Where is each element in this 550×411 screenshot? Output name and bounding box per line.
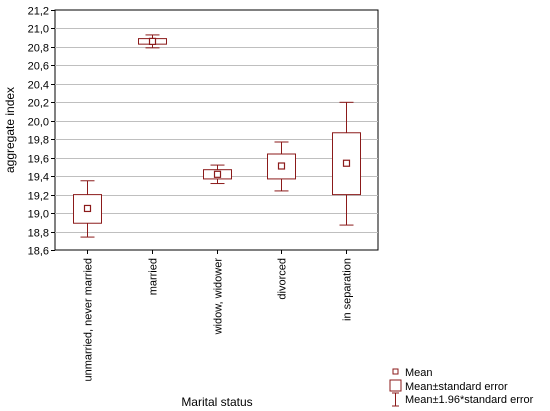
y-tick-label: 19,8 [28, 135, 49, 147]
legend-se-label: Mean±standard error [405, 381, 508, 393]
y-tick-label: 19,6 [28, 154, 49, 166]
mean-marker [148, 37, 157, 45]
data-series [73, 34, 361, 238]
x-tick-label: divorced [277, 258, 289, 300]
x-tick-label: married [148, 258, 160, 295]
legend: Mean Mean±standard error Mean±1.96*stand… [389, 367, 534, 407]
y-axis-label: aggregate index [3, 87, 17, 173]
mean-marker [83, 204, 92, 213]
y-axis-ticks: 18,6 18,8 19,0 19,2 19,4 19,6 19,8 20,0 20,2 20,4… [28, 6, 55, 258]
x-tick-label: in separation [342, 258, 354, 321]
grid-lines [55, 28, 378, 233]
mean-marker [213, 170, 222, 178]
plot-area [54, 9, 379, 251]
y-tick-label: 18,6 [28, 246, 49, 258]
x-tick-label: unmarried, never married [83, 258, 95, 382]
x-tick-label: widow, widower [213, 258, 225, 336]
legend-ci-label: Mean±1.96*standard error [405, 394, 534, 406]
y-tick-label: 20,4 [28, 80, 49, 92]
x-axis-ticks: unmarried, never married married widow, wi… [83, 250, 354, 382]
y-tick-label: 20,0 [28, 117, 49, 129]
y-tick-label: 19,4 [28, 172, 49, 184]
mean-marker [342, 159, 351, 167]
y-tick-label: 18,8 [28, 228, 49, 240]
legend-mean-marker [392, 368, 399, 375]
x-axis-label: Marital status [181, 395, 252, 409]
se-box [332, 132, 361, 196]
legend-se-marker [389, 379, 402, 392]
legend-mean-label: Mean [405, 367, 433, 379]
y-tick-label: 19,0 [28, 209, 49, 221]
y-tick-label: 20,2 [28, 98, 49, 110]
y-tick-label: 20,6 [28, 61, 49, 73]
mean-marker [277, 162, 286, 170]
y-tick-label: 20,8 [28, 43, 49, 55]
y-tick-label: 21,2 [28, 6, 49, 18]
y-tick-label: 21,0 [28, 24, 49, 36]
y-tick-label: 19,2 [28, 191, 49, 203]
